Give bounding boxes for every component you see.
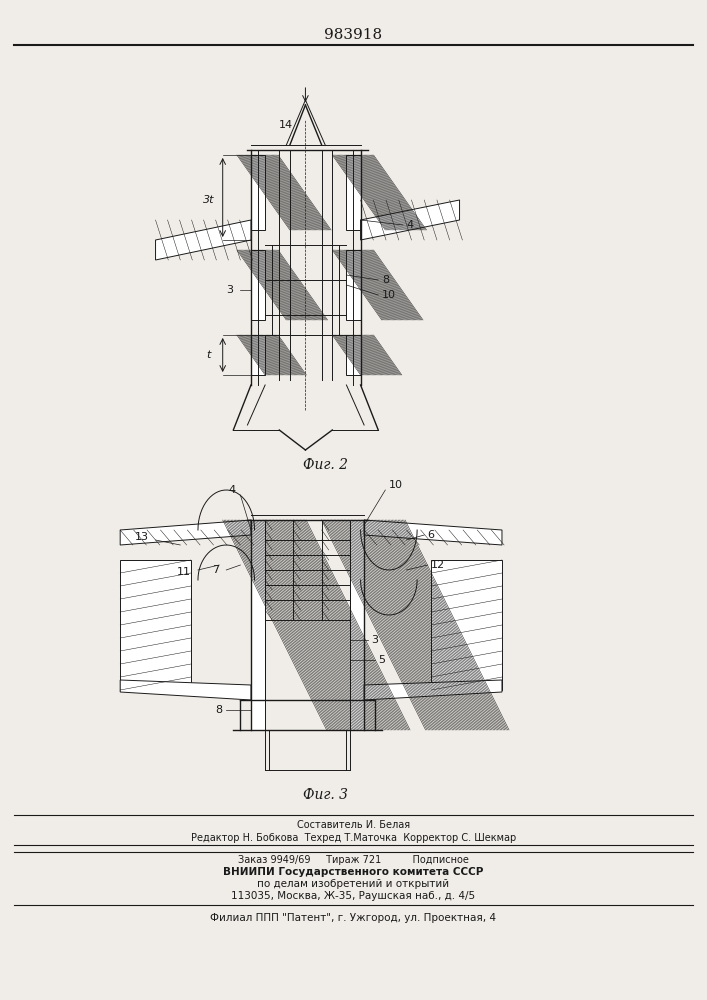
Text: 113035, Москва, Ж-35, Раушская наб., д. 4/5: 113035, Москва, Ж-35, Раушская наб., д. … <box>231 891 476 901</box>
Polygon shape <box>120 560 191 690</box>
Polygon shape <box>120 680 251 700</box>
Text: ВНИИПИ Государственного комитета СССР: ВНИИПИ Государственного комитета СССР <box>223 867 484 877</box>
Text: 3: 3 <box>371 635 378 645</box>
Polygon shape <box>364 520 502 545</box>
Polygon shape <box>251 335 265 375</box>
Text: 983918: 983918 <box>325 28 382 42</box>
Text: Филиал ППП "Патент", г. Ужгород, ул. Проектная, 4: Филиал ППП "Патент", г. Ужгород, ул. Про… <box>211 913 496 923</box>
Text: Редактор Н. Бобкова  Техред Т.Маточка  Корректор С. Шекмар: Редактор Н. Бобкова Техред Т.Маточка Кор… <box>191 833 516 843</box>
Text: Фиг. 2: Фиг. 2 <box>303 458 348 472</box>
Text: Составитель И. Белая: Составитель И. Белая <box>297 820 410 830</box>
Text: 10: 10 <box>382 290 396 300</box>
Text: t: t <box>206 350 211 360</box>
Text: 5: 5 <box>378 655 385 665</box>
Text: 3t: 3t <box>203 195 214 205</box>
Polygon shape <box>120 520 251 545</box>
Text: 3: 3 <box>226 285 233 295</box>
Polygon shape <box>251 250 265 320</box>
Text: 7: 7 <box>212 565 219 575</box>
Polygon shape <box>251 155 265 230</box>
Text: 4: 4 <box>407 220 414 230</box>
Polygon shape <box>346 335 361 375</box>
Text: Фиг. 3: Фиг. 3 <box>303 788 348 802</box>
Polygon shape <box>346 155 361 230</box>
Text: 13: 13 <box>134 532 148 542</box>
Text: 12: 12 <box>431 560 445 570</box>
Text: 11: 11 <box>177 567 191 577</box>
Text: 10: 10 <box>389 480 403 490</box>
Polygon shape <box>346 250 361 320</box>
Text: Заказ 9949/69     Тираж 721          Подписное: Заказ 9949/69 Тираж 721 Подписное <box>238 855 469 865</box>
Text: 4: 4 <box>228 485 235 495</box>
Polygon shape <box>361 200 460 240</box>
Text: 6: 6 <box>428 530 435 540</box>
Text: 8: 8 <box>382 275 389 285</box>
Text: 14: 14 <box>279 120 293 130</box>
Text: 8: 8 <box>216 705 223 715</box>
Polygon shape <box>364 680 502 700</box>
Polygon shape <box>350 520 364 730</box>
Polygon shape <box>251 520 265 730</box>
Polygon shape <box>156 220 251 260</box>
Polygon shape <box>431 560 502 690</box>
Text: по делам изобретений и открытий: по делам изобретений и открытий <box>257 879 450 889</box>
